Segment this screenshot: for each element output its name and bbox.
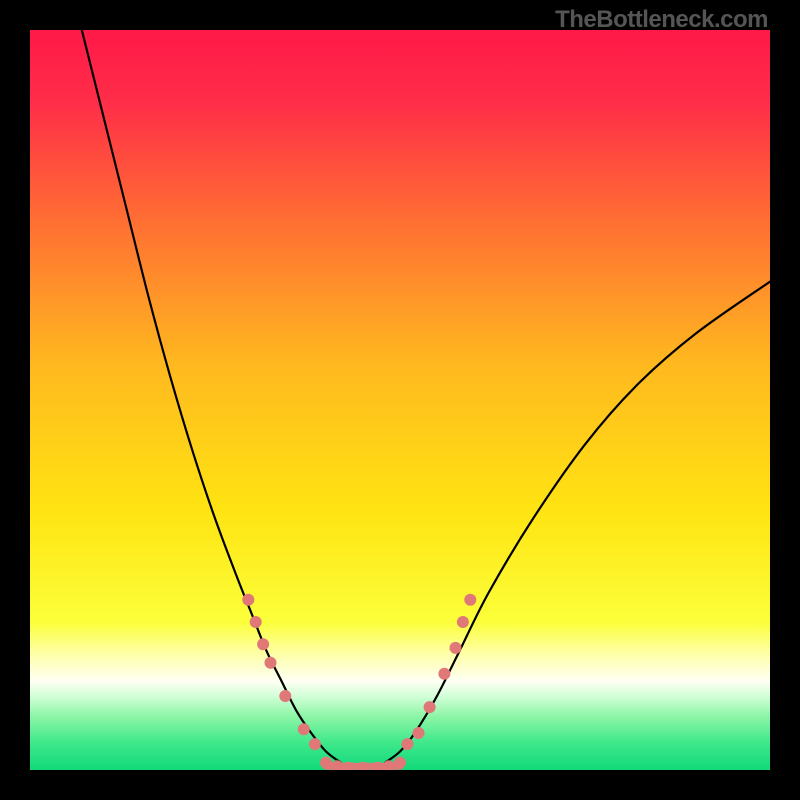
watermark-text: TheBottleneck.com — [555, 6, 768, 34]
curve-overlay — [30, 30, 770, 770]
plot-area — [30, 30, 770, 770]
